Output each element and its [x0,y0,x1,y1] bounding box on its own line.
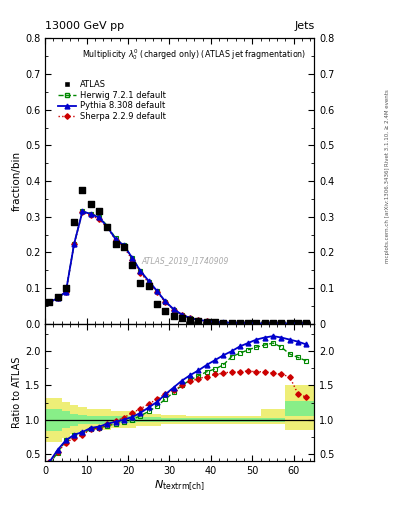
Point [220,318,226,327]
Point [187,316,193,324]
Point [278,319,285,328]
Point [96,207,102,216]
Text: ATLAS_2019_I1740909: ATLAS_2019_I1740909 [141,257,229,266]
Point [303,319,309,328]
Point [55,293,61,301]
Point [137,279,143,287]
Point [262,319,268,328]
Point [295,319,301,328]
Point [286,319,293,328]
Point [154,300,160,308]
Text: Rivet 3.1.10, ≥ 2.4M events: Rivet 3.1.10, ≥ 2.4M events [385,90,389,166]
Point [270,319,276,328]
Point [253,319,259,328]
Point [245,319,251,328]
Point [171,312,177,320]
Point [63,284,69,292]
Point [46,298,53,307]
Point [104,223,110,231]
Y-axis label: fraction/bin: fraction/bin [12,151,22,211]
Point [112,240,119,248]
Text: 13000 GeV pp: 13000 GeV pp [45,22,124,31]
Y-axis label: Ratio to ATLAS: Ratio to ATLAS [12,357,22,428]
Point [129,261,135,269]
Legend: ATLAS, Herwig 7.2.1 default, Pythia 8.308 default, Sherpa 2.2.9 default: ATLAS, Herwig 7.2.1 default, Pythia 8.30… [55,77,169,124]
X-axis label: $N_{\rm{textrm[ch]}}$: $N_{\rm{textrm[ch]}}$ [154,478,206,493]
Text: Jets: Jets [294,22,314,31]
Text: Multiplicity $\lambda_0^0$ (charged only) (ATLAS jet fragmentation): Multiplicity $\lambda_0^0$ (charged only… [82,47,306,62]
Point [121,243,127,251]
Point [237,319,243,327]
Text: mcplots.cern.ch [arXiv:1306.3436]: mcplots.cern.ch [arXiv:1306.3436] [385,167,389,263]
Point [71,218,77,226]
Point [162,307,169,315]
Point [88,200,94,208]
Point [145,282,152,290]
Point [204,318,210,326]
Point [212,318,218,327]
Point [79,186,86,194]
Point [228,319,235,327]
Point [195,317,202,326]
Point [179,314,185,323]
